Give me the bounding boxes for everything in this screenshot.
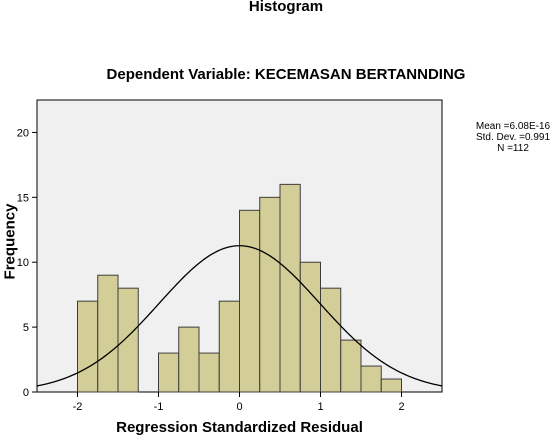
histogram-bar xyxy=(299,261,321,393)
x-tick-label: 1 xyxy=(317,401,323,413)
histogram-bar xyxy=(259,196,281,393)
x-tick-label: -2 xyxy=(73,401,83,413)
stats-mean: Mean =6.08E-16 xyxy=(475,121,551,132)
histogram-bar xyxy=(97,274,119,393)
histogram-bar xyxy=(239,209,261,393)
x-tick-label: 2 xyxy=(398,401,404,413)
chart-title: Histogram xyxy=(248,0,324,15)
chart-subtitle: Dependent Variable: KECEMASAN BERTANNDIN… xyxy=(106,66,466,83)
histogram-bar xyxy=(198,352,220,393)
histogram-bar xyxy=(77,300,99,393)
y-tick-label: 15 xyxy=(17,192,29,204)
y-tick-label: 10 xyxy=(17,257,29,269)
histogram-bar xyxy=(218,300,240,393)
histogram-bar xyxy=(340,339,362,393)
x-axis-label: Regression Standardized Residual xyxy=(116,419,363,436)
y-tick-label: 20 xyxy=(17,127,29,139)
histogram-bar xyxy=(320,287,342,393)
histogram-bar xyxy=(279,183,301,393)
y-tick-label: 5 xyxy=(23,322,29,334)
x-tick-label: -1 xyxy=(154,401,164,413)
histogram-bar xyxy=(360,365,382,393)
y-axis-label: Frequency xyxy=(1,203,19,280)
stats-legend: Mean =6.08E-16 Std. Dev. =0.991 N =112 xyxy=(468,121,552,154)
histogram-bar xyxy=(178,326,200,393)
x-tick-label: 0 xyxy=(236,401,242,413)
normal-curve xyxy=(36,245,443,387)
histogram-bar xyxy=(158,352,180,393)
stats-sd: Std. Dev. =0.991 xyxy=(475,132,551,143)
histogram-bar xyxy=(117,287,139,393)
y-tick-label: 0 xyxy=(23,387,29,399)
stats-n: N =112 xyxy=(497,143,529,154)
histogram-bar xyxy=(380,378,402,393)
